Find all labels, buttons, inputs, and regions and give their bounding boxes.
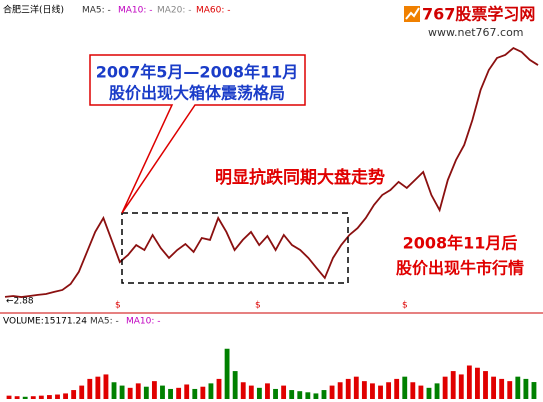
volume-bar [71,390,77,399]
annotation: 明显抗跌同期大盘走势 [215,167,385,188]
volume-bar [200,386,206,399]
logo-url: www.net767.com [428,26,524,39]
annotation: 股价出现牛市行情 [396,259,524,278]
volume-bar [507,381,513,399]
volume-bar [216,378,222,399]
volume-bar [370,383,375,399]
ma-label: MA10: - [118,6,153,16]
volume-bar [111,382,117,399]
volume-bar [127,387,133,399]
callout [89,54,306,214]
volume-bar [256,387,262,399]
volume-bar [378,385,383,399]
marker: $ [255,301,261,311]
volume-bar [515,376,521,399]
volume-bar [38,395,44,399]
volume-bar [361,381,367,399]
volume-bar [313,393,319,399]
volume-bar [466,365,472,399]
volume-panel [6,348,537,399]
volume-bar [232,371,238,399]
volume-bar [442,376,448,399]
volume-bar [119,385,125,399]
volume-bar [273,388,278,399]
callout-text: 2007年5月—2008年11月 [96,63,298,82]
volume-bar [483,371,488,399]
volume-bar [160,385,165,399]
volume-bar [87,378,93,399]
volume-bar [281,385,287,399]
annotation: 2008年11月后 [403,234,518,253]
volume-bar [95,376,101,399]
volume-label: VOLUME: [3,317,44,327]
volume-bar [394,378,400,399]
volume-bar [143,386,149,399]
price-panel [4,47,539,298]
volume-bar [176,387,182,399]
marker: $ [402,301,408,311]
volume-bar [224,348,230,399]
ma-label: MA10: - [126,317,161,327]
range-box [121,212,349,284]
ma-label: MA20: - [157,6,192,16]
low-label: ←2.88 [6,297,34,307]
volume-bar [63,393,68,399]
volume-bar [386,382,392,399]
volume-bar [305,392,311,399]
volume-bar [458,374,464,399]
stock-name: 合肥三洋(日线) [3,4,64,16]
volume-bar [208,383,214,399]
logo-icon-line [405,7,420,20]
volume-bar [14,396,20,399]
logo-name: 767股票学习网 [422,5,535,24]
volume-bar [345,378,351,399]
volume-bar [523,378,529,399]
volume-bar [46,395,52,399]
volume-bar [434,383,440,399]
volume-bar [475,367,480,399]
volume-bar [79,385,85,399]
volume-bar [499,378,505,399]
volume-bar [353,376,359,399]
volume-bar [151,381,157,399]
price-line [4,47,539,298]
volume-bar [426,387,432,399]
volume-bar [6,395,12,399]
volume-bar [135,383,141,399]
volume-bar [168,388,173,399]
volume-bar [297,391,303,399]
volume-bar [55,394,60,399]
marker: $ [115,301,121,311]
volume-bar [184,384,190,399]
volume-bar [450,371,456,399]
volume-bar [22,396,28,399]
volume-bar [402,376,408,399]
volume-bar [30,396,36,399]
volume-bar [337,382,343,399]
volume-bar [531,382,537,399]
volume-bar [418,385,424,399]
callout-text: 股价出现大箱体震荡格局 [109,84,285,103]
ma-label: MA5: - [90,317,119,327]
volume-bar [410,382,416,399]
volume-bar [289,390,295,399]
volume-bar [103,374,109,399]
volume-bar [329,385,335,399]
ma-label: MA5: - [82,6,111,16]
volume-bar [265,383,270,399]
ma-label: MA60: - [196,6,231,16]
volume-current: 15171.24 [44,317,87,327]
volume-bar [248,385,254,399]
volume-bar [321,390,327,399]
volume-bar [491,376,497,399]
volume-bar [240,382,246,399]
volume-bar [192,388,198,399]
